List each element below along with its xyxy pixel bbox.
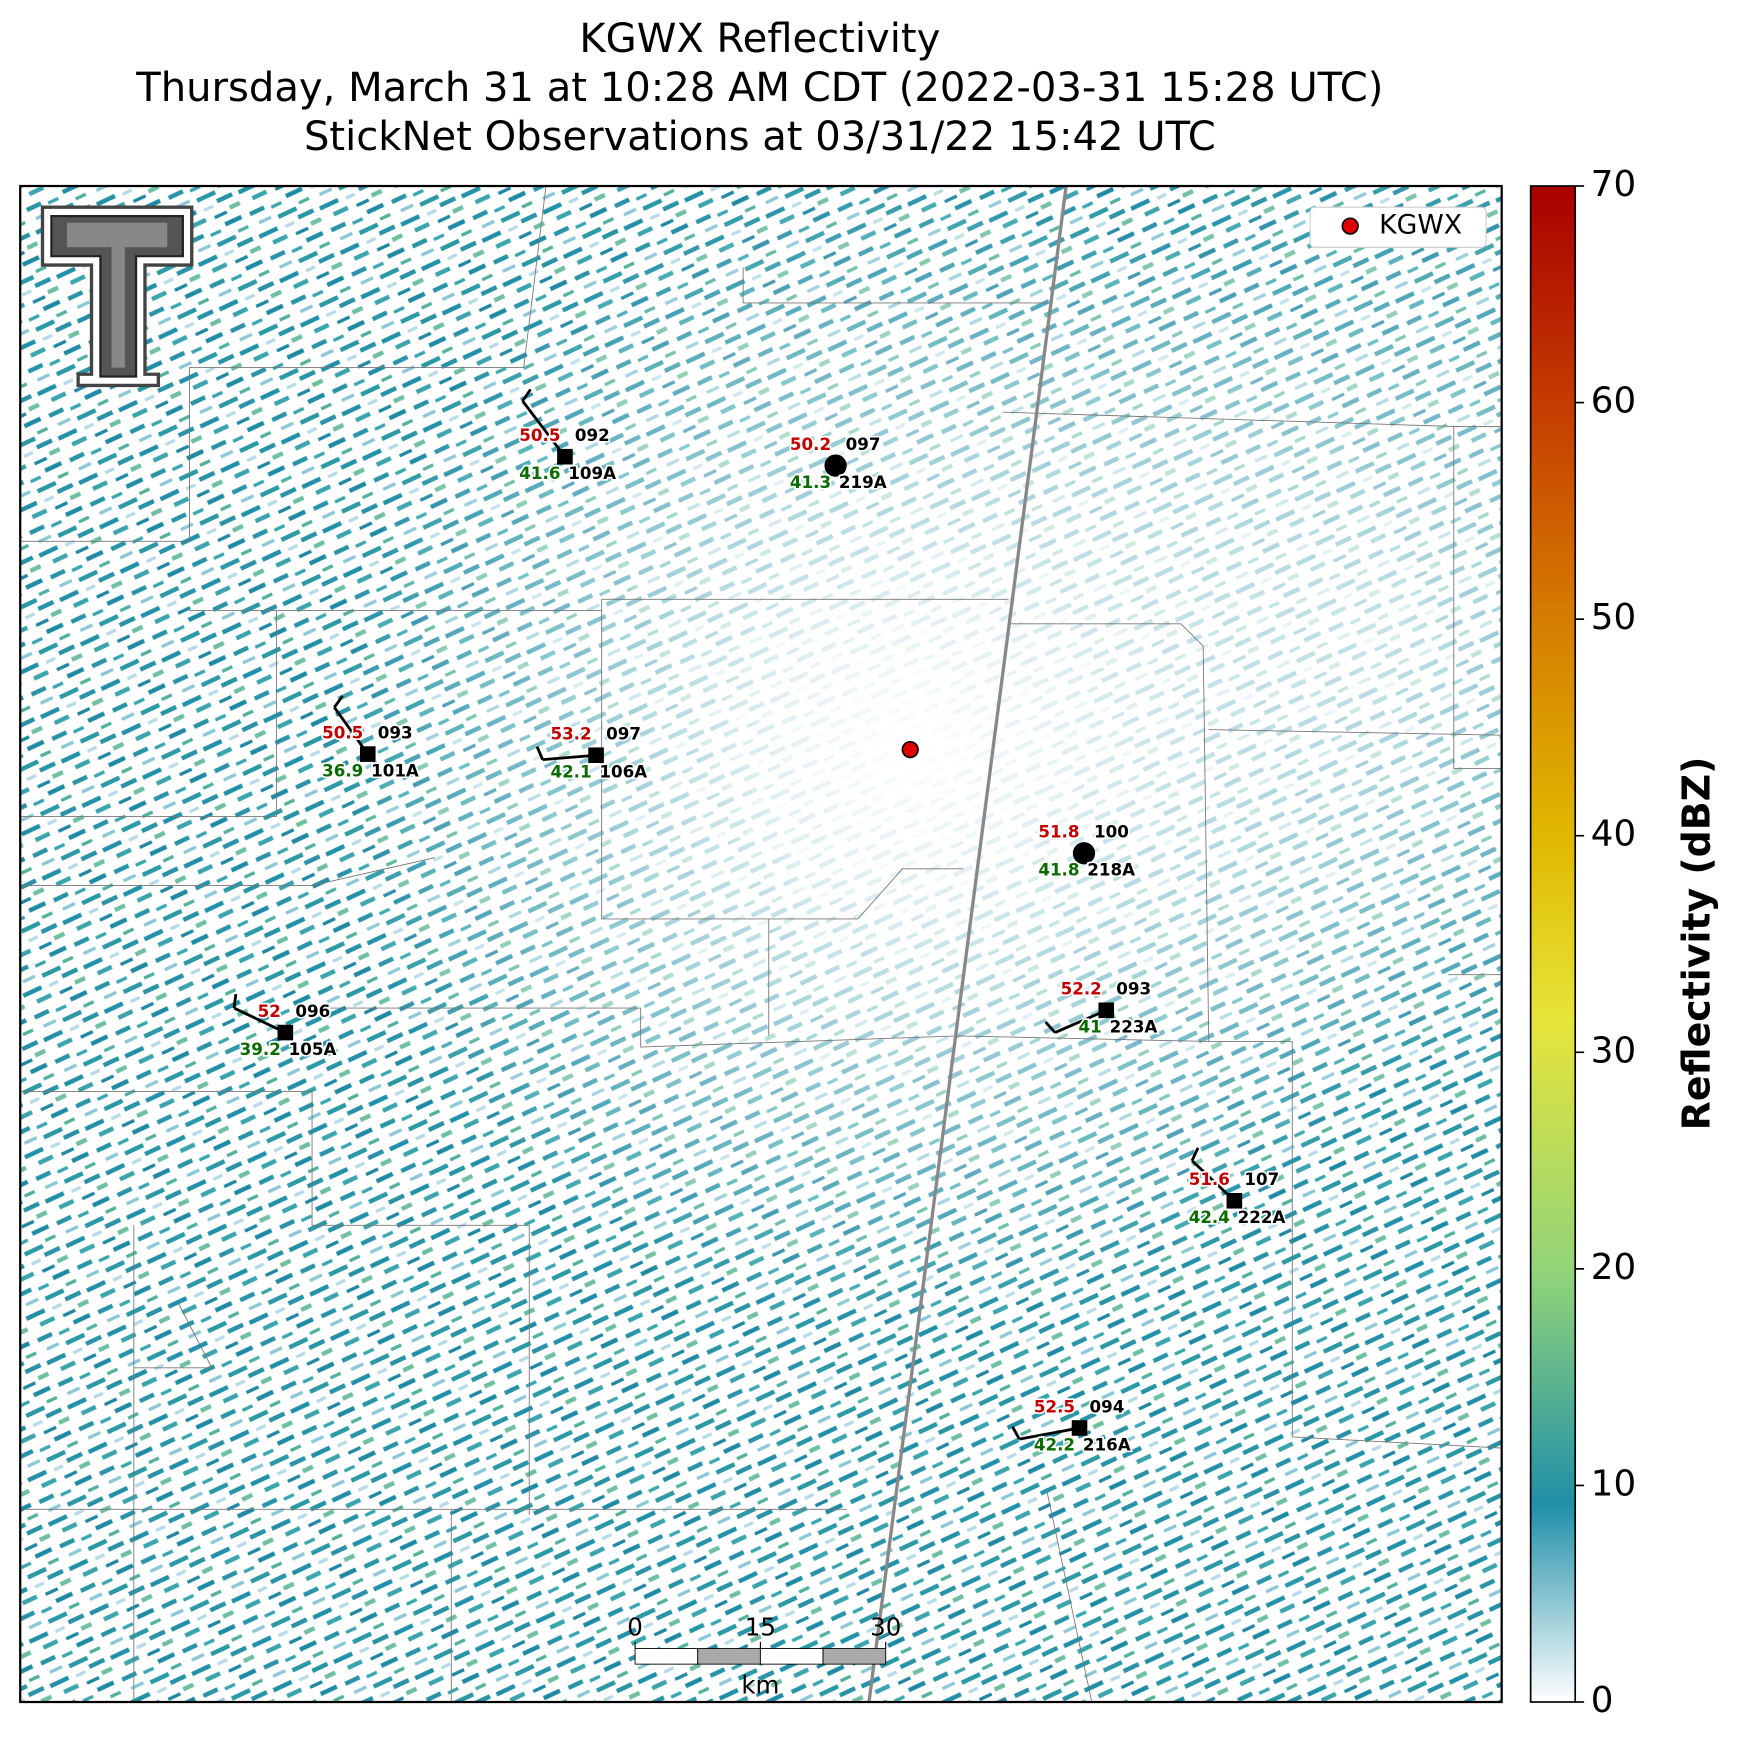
- station-id: 106A: [599, 762, 647, 782]
- colorbar-tick-label: 40: [1591, 814, 1636, 855]
- pressure-code: 097: [846, 434, 881, 454]
- temperature: 50.5: [322, 723, 363, 743]
- temperature: 52.5: [1034, 1396, 1075, 1416]
- logo: [40, 205, 194, 388]
- station-marker: [1072, 842, 1096, 865]
- station-marker: [1071, 1420, 1088, 1436]
- pressure-code: 100: [1094, 822, 1129, 842]
- scale-bar-label: 0: [627, 1612, 643, 1641]
- dewpoint: 41.8: [1038, 860, 1079, 880]
- highway: [867, 186, 1068, 1703]
- colorbar-tick-label: 50: [1591, 597, 1636, 638]
- map: [20, 186, 1502, 1703]
- pressure-code: 093: [1116, 979, 1151, 999]
- wind-barb-flag: [232, 993, 238, 1009]
- legend: KGWX: [1309, 206, 1487, 248]
- pressure-code: 097: [606, 724, 641, 744]
- station-marker: [1098, 1002, 1115, 1019]
- station-id: 219A: [839, 472, 887, 492]
- scale-bar-unit: km: [741, 1670, 779, 1699]
- colorbar-tick-label: 10: [1591, 1463, 1636, 1504]
- pressure-code: 107: [1244, 1169, 1279, 1189]
- station-marker: [277, 1024, 294, 1041]
- station-id: 109A: [568, 463, 616, 483]
- legend-box: [1309, 206, 1487, 248]
- wind-barb-flag: [1190, 1147, 1200, 1162]
- scale-bar-segment: [822, 1648, 887, 1665]
- dewpoint: 41: [1079, 1017, 1102, 1037]
- wind-barb-flag: [1044, 1021, 1057, 1034]
- station-id: 222A: [1238, 1207, 1286, 1227]
- map-frame: [19, 184, 1503, 1704]
- title-line: StickNet Observations at 03/31/22 15:42 …: [304, 114, 1216, 160]
- dewpoint: 42.1: [550, 762, 591, 782]
- dewpoint: 41.3: [790, 472, 831, 492]
- temperature: 52: [258, 1001, 281, 1021]
- wind-barb-flag: [521, 388, 532, 402]
- colorbar-tick-label: 20: [1591, 1247, 1636, 1288]
- temperature: 51.8: [1038, 822, 1079, 842]
- colorbar-tick-label: 30: [1591, 1030, 1636, 1071]
- station-id: 218A: [1087, 860, 1135, 880]
- wind-barb: [1054, 1009, 1107, 1034]
- pressure-code: 094: [1090, 1396, 1125, 1416]
- pressure-code: 096: [295, 1001, 330, 1021]
- scale-bar-segment: [759, 1648, 824, 1665]
- colorbar-tick-label: 60: [1591, 381, 1636, 422]
- title-line: KGWX Reflectivity: [579, 16, 940, 62]
- temperature: 51.6: [1189, 1169, 1230, 1189]
- dewpoint: 39.2: [240, 1039, 281, 1059]
- county-lines: [20, 186, 1502, 1703]
- station-marker: [359, 746, 376, 762]
- radar-clear: [20, 186, 1502, 1703]
- station-marker: [824, 454, 847, 477]
- legend-marker: [1341, 217, 1359, 235]
- scale-bar-segment: [697, 1648, 761, 1665]
- pressure-code: 092: [575, 425, 610, 445]
- legend-label: KGWX: [1379, 210, 1462, 241]
- title-line: Thursday, March 31 at 10:28 AM CDT (2022…: [135, 65, 1383, 111]
- temperature: 52.2: [1061, 979, 1102, 999]
- station-marker: [557, 448, 573, 465]
- pressure-code: 093: [378, 723, 413, 743]
- temperature: 53.2: [550, 724, 591, 744]
- wind-barb: [521, 400, 567, 458]
- station-id: 105A: [289, 1039, 337, 1059]
- colorbar: [1529, 185, 1577, 1703]
- colorbar-tick-label: 0: [1591, 1680, 1614, 1721]
- colorbar-tick-label: 70: [1591, 164, 1636, 205]
- wind-barb-flag: [1011, 1426, 1021, 1440]
- radar-site: [901, 741, 919, 759]
- dewpoint: 41.6: [519, 463, 560, 483]
- colorbar-label: Reflectivity (dBZ): [1674, 757, 1718, 1131]
- dewpoint: 42.4: [1189, 1207, 1230, 1227]
- station-id: 216A: [1083, 1434, 1131, 1454]
- station-marker: [1226, 1192, 1243, 1209]
- station-id: 223A: [1110, 1017, 1158, 1037]
- scale-bar-label: 15: [745, 1612, 776, 1641]
- station-id: 101A: [371, 760, 419, 780]
- wind-barb: [233, 1006, 286, 1034]
- station-marker: [588, 747, 604, 764]
- wind-barb: [1019, 1426, 1080, 1441]
- wind-barb-flag: [535, 746, 544, 761]
- scale-bar-segment: [634, 1648, 699, 1665]
- dewpoint: 42.2: [1034, 1434, 1075, 1454]
- temperature: 50.2: [790, 434, 831, 454]
- temperature: 50.5: [519, 425, 560, 445]
- scale-bar-label: 30: [870, 1612, 901, 1641]
- wind-barb: [542, 753, 597, 762]
- wind-barb-flag: [333, 695, 344, 709]
- dewpoint: 36.9: [322, 760, 363, 780]
